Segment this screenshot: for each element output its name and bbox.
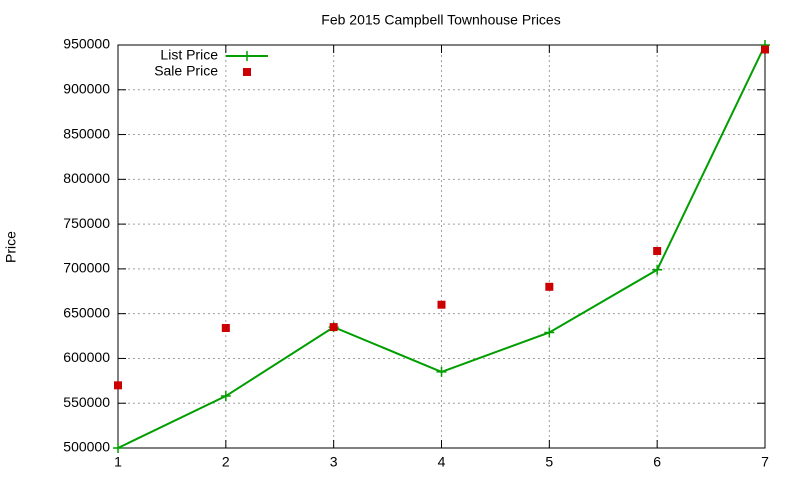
y-tick-label: 850000 — [63, 125, 110, 141]
point — [545, 282, 554, 291]
x-tick-label: 6 — [653, 454, 661, 470]
y-tick-label: 900000 — [63, 80, 110, 96]
y-axis-label: Price — [3, 231, 19, 263]
x-tick-label: 1 — [114, 454, 122, 470]
legend-marker — [242, 51, 252, 61]
x-tick-label: 7 — [761, 454, 769, 470]
x-tick-label: 5 — [545, 454, 553, 470]
point — [761, 45, 769, 54]
point — [220, 391, 231, 402]
y-tick-label: 800000 — [63, 170, 110, 186]
y-tick-label: 650000 — [63, 304, 110, 320]
point — [436, 366, 447, 377]
y-tick-label: 750000 — [63, 215, 110, 231]
legend-label: List Price — [160, 47, 218, 63]
y-tick-label: 500000 — [63, 439, 110, 455]
plot-border — [117, 44, 766, 449]
y-tick-label: 700000 — [63, 260, 110, 276]
point — [114, 381, 122, 390]
point — [221, 323, 230, 332]
legend-label: Sale Price — [154, 63, 218, 79]
point — [652, 264, 663, 275]
x-tick-label: 3 — [330, 454, 338, 470]
y-tick-label: 600000 — [63, 349, 110, 365]
legend-marker — [243, 68, 251, 76]
point — [653, 246, 662, 255]
y-tick-label: 950000 — [63, 36, 110, 52]
y-tick-label: 550000 — [63, 394, 110, 410]
point — [329, 323, 338, 332]
chart-title: Feb 2015 Campbell Townhouse Prices — [321, 12, 560, 28]
point — [113, 443, 123, 453]
point — [544, 327, 555, 338]
x-tick-label: 2 — [222, 454, 230, 470]
point — [437, 300, 446, 309]
x-tick-label: 4 — [438, 454, 446, 470]
